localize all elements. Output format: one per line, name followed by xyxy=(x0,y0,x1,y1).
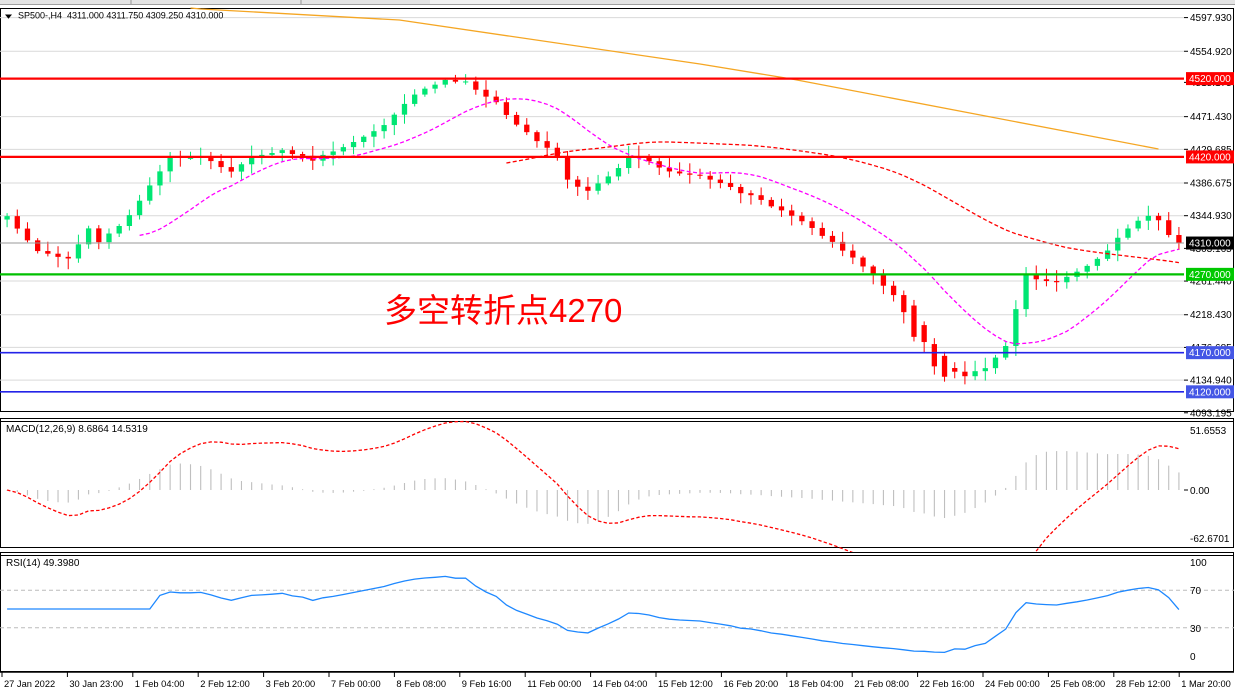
svg-text:MACD(12,26,9) 8.6864 14.5319: MACD(12,26,9) 8.6864 14.5319 xyxy=(6,424,148,435)
svg-text:11 Feb 00:00: 11 Feb 00:00 xyxy=(527,679,581,689)
svg-text:多空转折点4270: 多空转折点4270 xyxy=(384,292,622,329)
svg-text:4093.195: 4093.195 xyxy=(1190,408,1232,419)
svg-text:SP500-,H4 4311.000 4311.750 4: SP500-,H4 4311.000 4311.750 4309.250 431… xyxy=(18,10,223,20)
svg-text:0: 0 xyxy=(1190,652,1196,663)
svg-text:28 Feb 12:00: 28 Feb 12:00 xyxy=(1116,679,1171,689)
svg-text:14 Feb 04:00: 14 Feb 04:00 xyxy=(593,679,648,689)
svg-text:4310.000: 4310.000 xyxy=(1189,239,1231,250)
svg-text:2 Feb 12:00: 2 Feb 12:00 xyxy=(200,679,250,689)
svg-text:4386.675: 4386.675 xyxy=(1190,179,1232,190)
svg-text:100: 100 xyxy=(1190,558,1207,569)
svg-text:4344.930: 4344.930 xyxy=(1190,211,1232,222)
svg-text:4120.000: 4120.000 xyxy=(1189,387,1231,398)
svg-text:27 Jan 2022: 27 Jan 2022 xyxy=(4,679,55,689)
svg-text:4554.920: 4554.920 xyxy=(1190,47,1232,58)
svg-text:4170.000: 4170.000 xyxy=(1189,348,1231,359)
svg-text:30: 30 xyxy=(1190,624,1202,635)
svg-text:25 Feb 08:00: 25 Feb 08:00 xyxy=(1050,679,1105,689)
svg-text:4597.930: 4597.930 xyxy=(1190,13,1232,24)
svg-text:-62.6701: -62.6701 xyxy=(1190,534,1230,545)
svg-text:4420.000: 4420.000 xyxy=(1189,152,1231,163)
svg-text:1 Feb 04:00: 1 Feb 04:00 xyxy=(135,679,185,689)
svg-text:8 Feb 08:00: 8 Feb 08:00 xyxy=(396,679,446,689)
svg-text:51.6553: 51.6553 xyxy=(1190,426,1227,437)
svg-text:15 Feb 12:00: 15 Feb 12:00 xyxy=(658,679,713,689)
svg-text:4134.940: 4134.940 xyxy=(1190,376,1232,387)
svg-text:0.00: 0.00 xyxy=(1190,486,1210,497)
svg-text:4218.430: 4218.430 xyxy=(1190,310,1232,321)
svg-text:24 Feb 00:00: 24 Feb 00:00 xyxy=(985,679,1040,689)
svg-text:22 Feb 16:00: 22 Feb 16:00 xyxy=(920,679,975,689)
svg-text:3 Feb 20:00: 3 Feb 20:00 xyxy=(266,679,316,689)
svg-text:4270.000: 4270.000 xyxy=(1189,270,1231,281)
svg-text:70: 70 xyxy=(1190,586,1202,597)
svg-text:4471.430: 4471.430 xyxy=(1190,112,1232,123)
svg-text:18 Feb 04:00: 18 Feb 04:00 xyxy=(789,679,844,689)
svg-text:4520.000: 4520.000 xyxy=(1189,74,1231,85)
svg-text:30 Jan 23:00: 30 Jan 23:00 xyxy=(69,679,123,689)
svg-text:RSI(14) 49.3980: RSI(14) 49.3980 xyxy=(6,558,80,569)
svg-text:1 Mar 20:00: 1 Mar 20:00 xyxy=(1181,679,1231,689)
svg-text:21 Feb 08:00: 21 Feb 08:00 xyxy=(854,679,909,689)
svg-text:7 Feb 00:00: 7 Feb 00:00 xyxy=(331,679,381,689)
svg-text:9 Feb 16:00: 9 Feb 16:00 xyxy=(462,679,512,689)
svg-text:16 Feb 20:00: 16 Feb 20:00 xyxy=(723,679,778,689)
